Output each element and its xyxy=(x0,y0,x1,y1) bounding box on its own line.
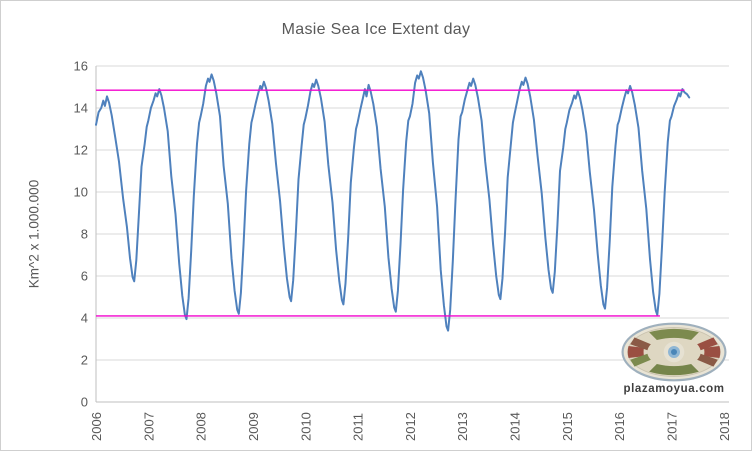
y-tick-label: 10 xyxy=(74,185,88,200)
x-tick-label: 2007 xyxy=(141,412,156,441)
x-tick-label: 2016 xyxy=(612,412,627,441)
x-tick-label: 2015 xyxy=(560,412,575,441)
plaza-aerial-photo-icon xyxy=(621,322,727,382)
x-tick-label: 2014 xyxy=(508,412,523,441)
sea-ice-extent-line xyxy=(95,70,691,332)
x-tick-label: 2011 xyxy=(351,413,366,441)
y-tick-label: 8 xyxy=(81,227,88,242)
y-tick-label: 6 xyxy=(81,269,88,284)
x-tick-label: 2009 xyxy=(246,412,261,441)
chart-title: Masie Sea Ice Extent day xyxy=(281,21,471,38)
y-tick-label: 2 xyxy=(81,353,88,368)
x-tick-label: 2018 xyxy=(717,412,732,441)
y-tick-label: 0 xyxy=(81,395,88,410)
x-tick-label: 2010 xyxy=(298,412,313,441)
y-tick-label: 4 xyxy=(81,311,88,326)
x-tick-label: 2008 xyxy=(194,412,209,441)
y-tick-label: 14 xyxy=(74,101,88,116)
x-tick-label: 2017 xyxy=(664,412,679,441)
y-tick-label: 12 xyxy=(74,143,88,158)
x-tick-label: 2013 xyxy=(455,412,470,441)
x-tick-label: 2006 xyxy=(89,412,104,441)
plazamoyua-logo: plazamoyua.com xyxy=(619,322,729,395)
y-tick-label: 16 xyxy=(74,59,88,74)
logo-text: plazamoyua.com xyxy=(623,383,725,395)
x-tick-label: 2012 xyxy=(403,412,418,441)
